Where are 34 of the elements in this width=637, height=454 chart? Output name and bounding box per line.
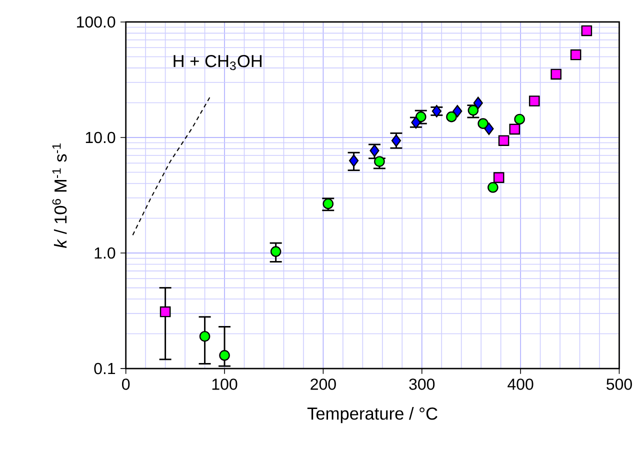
line-series [132, 94, 212, 236]
point [452, 104, 462, 118]
point [498, 134, 510, 146]
point [528, 95, 540, 106]
x-tick-label: 200 [310, 378, 336, 390]
x-tick-label: 500 [606, 378, 632, 390]
point [514, 114, 525, 124]
x-tick-label: 100 [212, 378, 238, 390]
point [270, 246, 282, 257]
y-tick-label: 10.0 [86, 132, 116, 143]
point [468, 104, 479, 116]
point [509, 124, 520, 134]
point [478, 118, 488, 129]
point [160, 306, 171, 317]
y-tick-label: 0.1 [94, 362, 116, 374]
y-tick-label: 1.0 [94, 247, 116, 258]
x-tick-label: 400 [508, 378, 534, 390]
point [199, 330, 210, 342]
point [484, 122, 494, 135]
point [473, 96, 483, 109]
y-tick-label: 100.0 [77, 16, 116, 28]
x-axis-title: Temperature / °C [307, 406, 438, 423]
annotation: H + CH$_{3}$OH [174, 54, 262, 70]
x-tick-label: 300 [409, 378, 435, 390]
point [446, 111, 457, 122]
x-tick-label: 0 [122, 378, 130, 390]
point [219, 350, 230, 361]
point [348, 154, 359, 167]
point [493, 172, 504, 183]
point [550, 68, 562, 80]
y-axis-title: k / 10$^{6}$ M$^{-1}$ s$^{-1}$ [52, 143, 67, 248]
point [570, 49, 582, 60]
point [488, 182, 498, 193]
point [581, 25, 592, 36]
